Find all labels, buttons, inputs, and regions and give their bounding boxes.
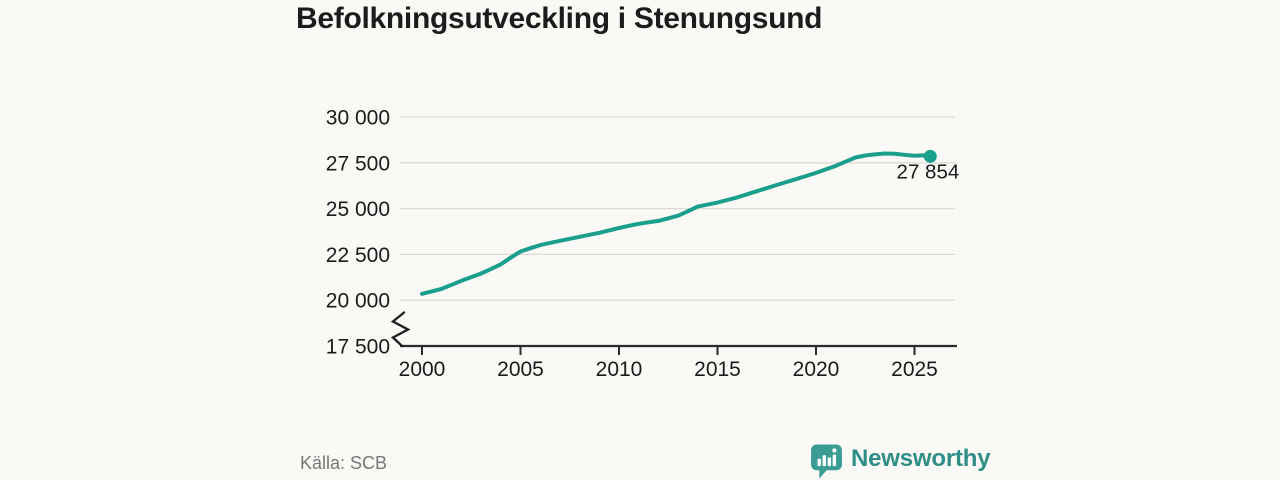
y-tick-label: 20 000: [326, 290, 390, 313]
end-value-label: 27 854: [897, 160, 960, 183]
chart-title: Befolkningsutveckling i Stenungsund: [296, 2, 823, 35]
end-point-dot: [923, 149, 937, 163]
x-tick-label: 2005: [497, 358, 544, 381]
x-tick-label: 2010: [596, 358, 643, 381]
axis-break-icon: [390, 311, 411, 348]
newsworthy-logo: Newsworthy: [810, 444, 991, 479]
source-label: Källa: SCB: [300, 453, 388, 473]
x-tick-label: 2000: [399, 358, 446, 381]
x-tick-label: 2020: [793, 358, 840, 381]
population-line: [420, 151, 933, 296]
newsworthy-speech-bubble-bar-chart-icon: [811, 444, 842, 479]
newsworthy-wordmark: Newsworthy: [851, 445, 991, 472]
y-tick-label: 17 500: [326, 336, 390, 359]
x-tick-label: 2025: [891, 358, 938, 381]
y-tick-label: 25 000: [326, 198, 390, 221]
y-tick-label: 27 500: [326, 152, 390, 175]
x-tick-label: 2015: [694, 358, 741, 381]
y-tick-label: 22 500: [326, 244, 390, 267]
y-tick-label: 30 000: [326, 107, 390, 130]
